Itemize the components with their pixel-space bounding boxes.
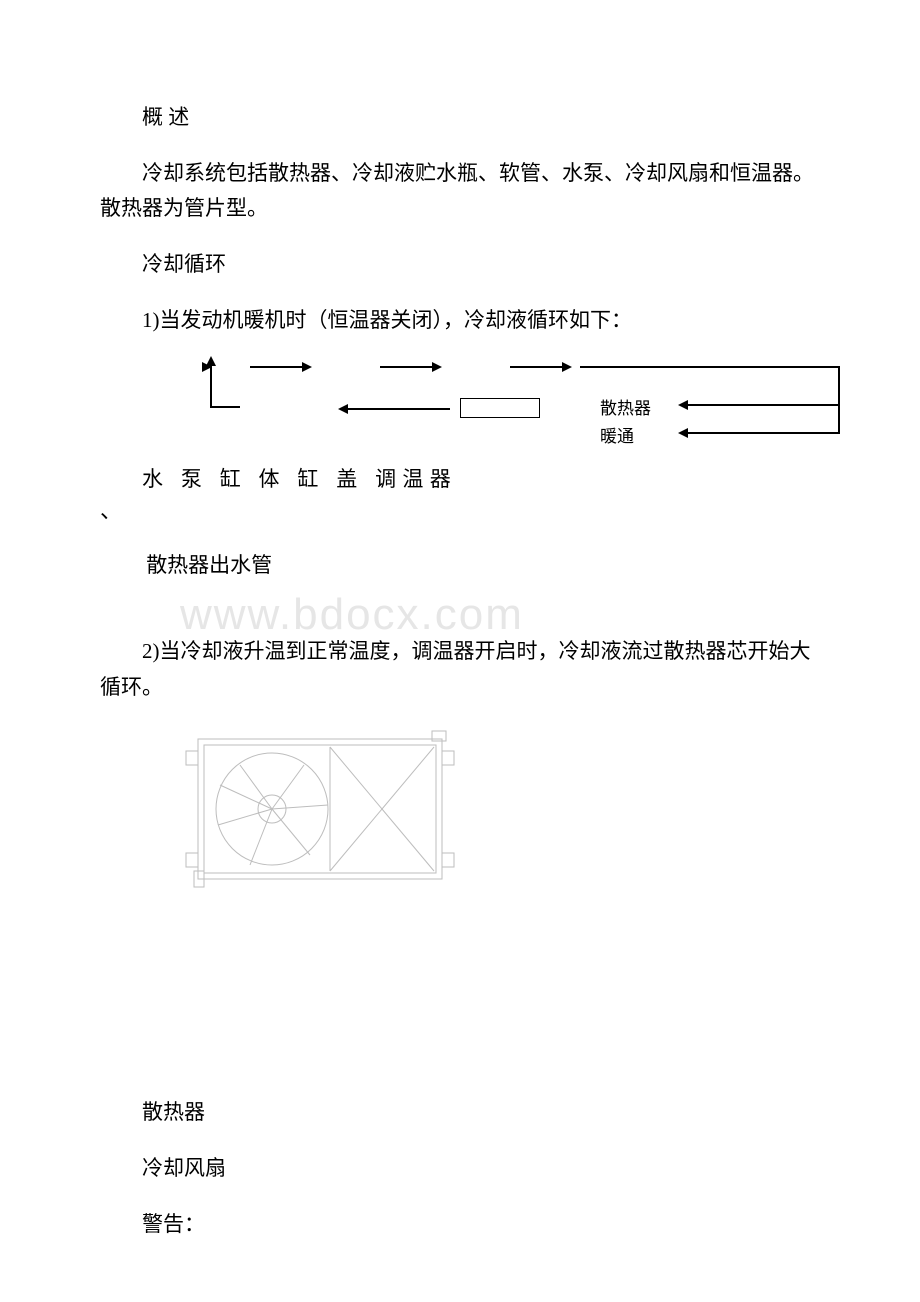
heading-cycle: 冷却循环 [100, 247, 820, 283]
flow-diagram: 散热器 暖通 [160, 358, 860, 448]
heading-overview: 概 述 [100, 100, 820, 136]
para-overview: 冷却系统包括散热器、冷却液贮水瓶、软管、水泵、冷却风扇和恒温器。散热器为管片型。 [100, 156, 820, 227]
label-fan: 冷却风扇 [100, 1151, 820, 1187]
line-outlet: 散热器出水管 [100, 548, 820, 584]
arrow-icon [510, 366, 570, 368]
flow-line [580, 366, 840, 368]
arrow-icon [680, 404, 750, 406]
label-hvac: 暖通 [600, 422, 634, 447]
label-radiator: 散热器 [600, 394, 651, 419]
arrow-icon [680, 432, 750, 434]
line-components: 水 泵 缸 体 缸 盖 调温器 [100, 462, 820, 498]
arrow-icon [380, 366, 440, 368]
flow-line [210, 366, 212, 408]
label-radiator-2: 散热器 [100, 1095, 820, 1131]
item-1: 1)当发动机暖机时（恒温器关闭），冷却液循环如下： [100, 303, 820, 339]
item-2: 2)当冷却液升温到正常温度，调温器开启时，冷却液流过散热器芯开始大循环。 [100, 634, 820, 705]
label-warning: 警告： [100, 1207, 820, 1243]
flow-line [750, 432, 840, 434]
watermark: www.bdocx.com [180, 590, 524, 640]
flow-line [750, 404, 840, 406]
flow-line [838, 404, 840, 434]
arrow-icon [250, 366, 310, 368]
arrowhead-icon [206, 356, 216, 366]
flow-box [460, 398, 540, 418]
radiator-figure [180, 725, 460, 895]
arrow-icon [340, 408, 450, 410]
flow-line [210, 406, 240, 408]
